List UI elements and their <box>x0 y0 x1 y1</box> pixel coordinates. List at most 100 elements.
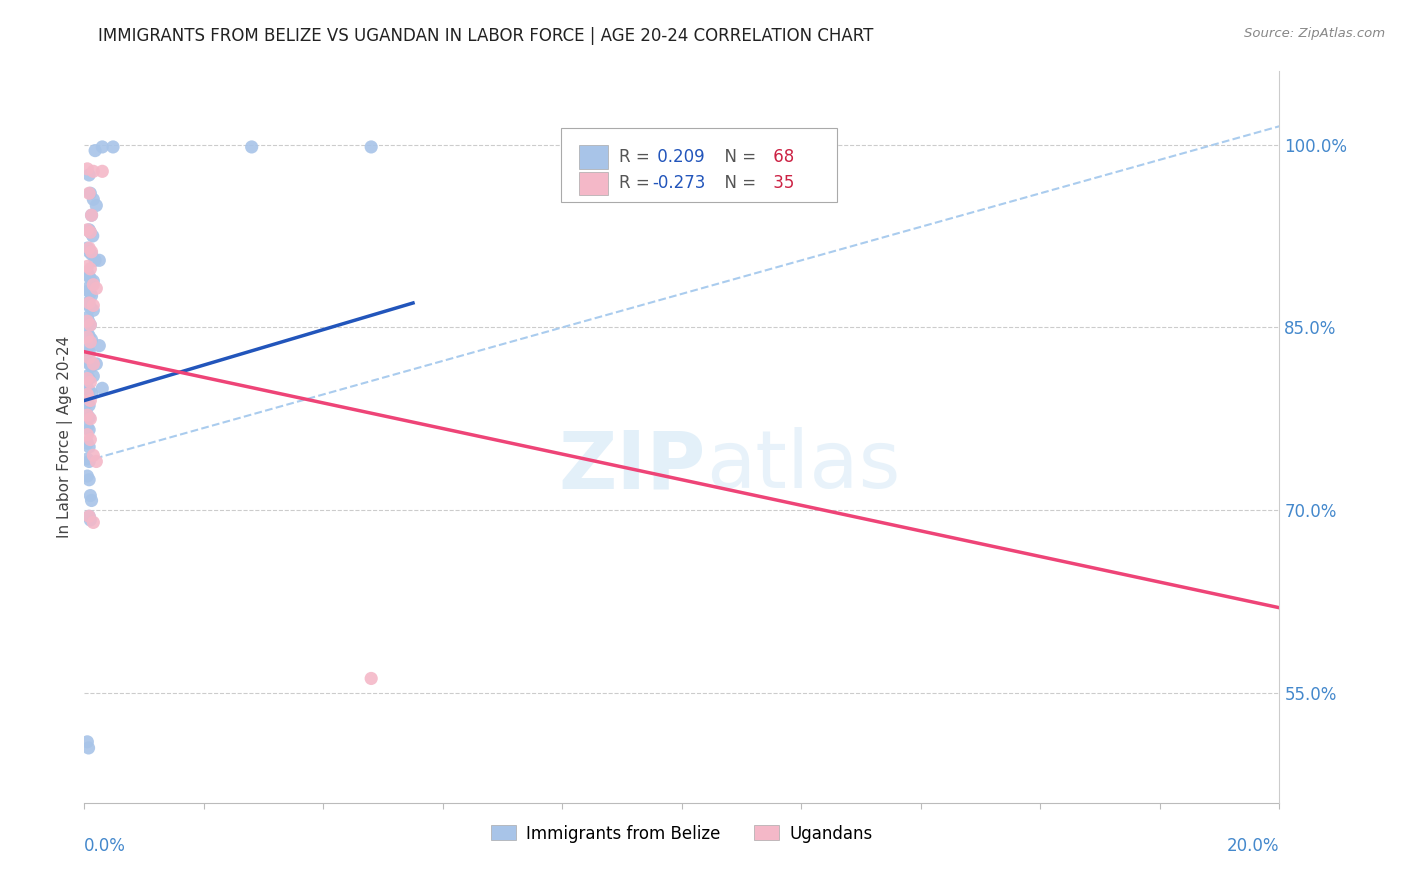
Point <box>77 244 100 259</box>
Point <box>79 334 101 349</box>
Point <box>82 274 104 288</box>
Point <box>79 318 101 332</box>
Point <box>79 186 101 201</box>
Point <box>82 516 104 530</box>
Point <box>76 241 98 255</box>
Point <box>77 298 100 312</box>
Text: 35: 35 <box>768 174 794 193</box>
Point <box>80 333 103 347</box>
Text: 20.0%: 20.0% <box>1227 837 1279 855</box>
Text: -0.273: -0.273 <box>652 174 706 193</box>
Point <box>79 433 101 447</box>
Point <box>86 198 108 212</box>
Point <box>79 489 101 503</box>
Point <box>77 423 100 437</box>
Point <box>77 454 100 468</box>
Point <box>77 740 100 755</box>
Point <box>76 296 98 310</box>
Point <box>77 473 100 487</box>
Point <box>240 140 263 154</box>
Y-axis label: In Labor Force | Age 20-24: In Labor Force | Age 20-24 <box>58 336 73 538</box>
Point <box>77 186 100 201</box>
Point <box>76 735 98 749</box>
Legend: Immigrants from Belize, Ugandans: Immigrants from Belize, Ugandans <box>485 818 879 849</box>
Point <box>80 208 103 222</box>
Point <box>77 351 100 365</box>
Point <box>77 284 100 298</box>
Point <box>80 244 103 259</box>
Point <box>82 303 104 318</box>
Point <box>79 286 101 301</box>
Point <box>76 408 98 422</box>
Point <box>77 357 100 371</box>
FancyBboxPatch shape <box>579 145 607 169</box>
Point <box>91 164 114 178</box>
Text: 0.209: 0.209 <box>652 148 704 166</box>
Text: Source: ZipAtlas.com: Source: ZipAtlas.com <box>1244 27 1385 40</box>
Point <box>76 161 98 176</box>
Text: R =: R = <box>619 148 655 166</box>
Point <box>77 440 100 454</box>
Point <box>84 144 107 158</box>
Text: N =: N = <box>714 174 756 193</box>
Point <box>89 253 111 268</box>
Point <box>82 357 104 371</box>
Point <box>77 241 100 255</box>
Point <box>77 384 100 398</box>
Point <box>77 398 100 412</box>
FancyBboxPatch shape <box>579 171 607 195</box>
Text: R =: R = <box>619 174 650 193</box>
Point <box>82 369 104 384</box>
Point <box>76 452 98 467</box>
Point <box>79 271 101 285</box>
Point <box>80 359 103 374</box>
Point <box>91 140 114 154</box>
Point <box>86 357 108 371</box>
Text: 68: 68 <box>768 148 794 166</box>
Point <box>76 436 98 450</box>
Point <box>77 269 100 284</box>
Point <box>76 343 98 357</box>
FancyBboxPatch shape <box>561 128 838 202</box>
Point <box>80 288 103 302</box>
Point <box>82 228 104 243</box>
Point <box>76 469 98 483</box>
Text: N =: N = <box>714 148 756 166</box>
Point <box>84 253 107 268</box>
Point <box>79 376 101 390</box>
Point <box>79 225 101 239</box>
Point <box>89 339 111 353</box>
Point <box>80 386 103 401</box>
Point <box>76 354 98 368</box>
Point <box>77 509 100 524</box>
Text: 0.0%: 0.0% <box>84 837 127 855</box>
Point <box>79 301 101 315</box>
Point <box>360 140 382 154</box>
Point <box>77 344 100 359</box>
Point <box>82 298 104 312</box>
Point <box>79 318 101 332</box>
Point <box>76 396 98 410</box>
Point <box>76 408 98 422</box>
Point <box>76 381 98 395</box>
Point <box>80 493 103 508</box>
Text: ZIP: ZIP <box>558 427 706 506</box>
Text: IMMIGRANTS FROM BELIZE VS UGANDAN IN LABOR FORCE | AGE 20-24 CORRELATION CHART: IMMIGRANTS FROM BELIZE VS UGANDAN IN LAB… <box>98 27 873 45</box>
Point <box>82 164 104 178</box>
Point <box>79 261 101 276</box>
Point <box>76 369 98 384</box>
Point <box>76 310 98 325</box>
Point <box>77 410 100 425</box>
Point <box>82 193 104 207</box>
Point <box>76 314 98 328</box>
Point <box>77 371 100 385</box>
Point <box>76 281 98 295</box>
Point <box>76 387 98 401</box>
Point <box>76 420 98 434</box>
Point <box>77 314 100 328</box>
Point <box>76 371 98 385</box>
Point <box>76 326 98 341</box>
Point <box>86 454 108 468</box>
Point <box>101 140 124 154</box>
Point <box>79 412 101 426</box>
